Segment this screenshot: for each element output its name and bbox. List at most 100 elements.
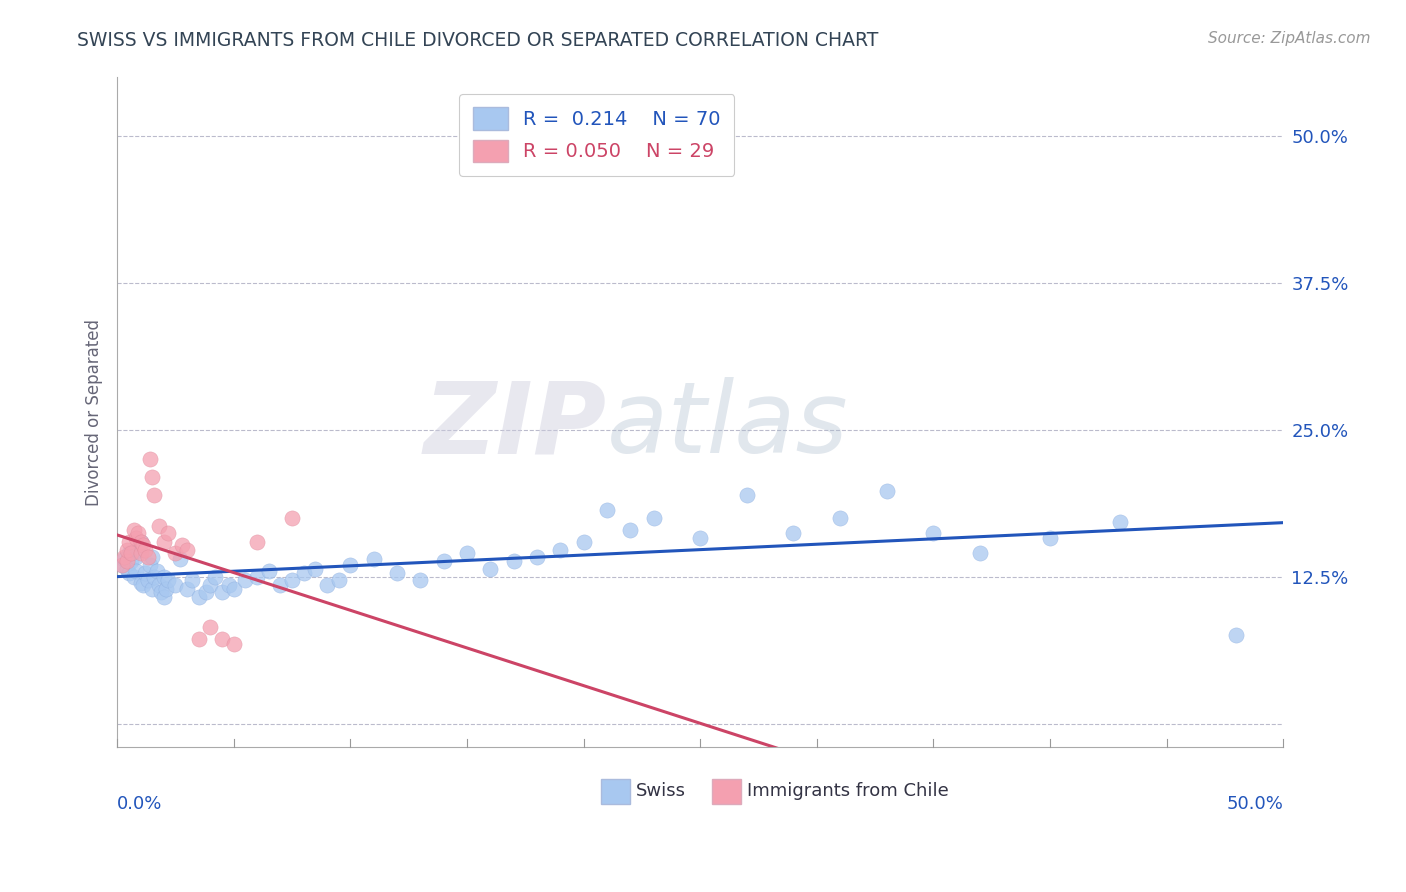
Point [125,564,148,578]
Point [111,558,134,572]
Point [409,574,432,588]
Text: ZIP: ZIP [423,377,607,475]
Point [157,526,180,541]
Point [112,549,135,564]
Point [125,531,148,545]
Point [292,566,315,581]
Point [235,574,257,588]
Point [922,526,945,541]
Text: atlas: atlas [607,377,848,475]
Point [596,503,619,517]
Point [222,637,245,651]
Point [194,585,217,599]
Point [150,585,173,599]
Point [1109,515,1132,529]
FancyBboxPatch shape [600,779,630,804]
Point [246,534,269,549]
Point [134,542,156,557]
Text: Source: ZipAtlas.com: Source: ZipAtlas.com [1208,31,1371,46]
Point [129,575,152,590]
Point [689,531,711,545]
Point [118,546,141,560]
Point [969,546,991,560]
Point [187,590,209,604]
Point [200,578,222,592]
Point [1039,531,1062,545]
Point [211,632,233,646]
Point [218,578,240,592]
Point [165,578,187,592]
Point [112,552,135,566]
Text: SWISS VS IMMIGRANTS FROM CHILE DIVORCED OR SEPARATED CORRELATION CHART: SWISS VS IMMIGRANTS FROM CHILE DIVORCED … [77,31,879,50]
Point [155,582,177,596]
Point [141,549,163,564]
Point [148,578,170,592]
Point [304,561,326,575]
Point [204,570,226,584]
Point [148,519,170,533]
Point [328,574,350,588]
Point [200,620,222,634]
Text: 50.0%: 50.0% [1226,796,1284,814]
Point [118,566,141,581]
Point [828,511,851,525]
Point [127,542,149,557]
Y-axis label: Divorced or Separated: Divorced or Separated [86,318,103,506]
Point [153,590,176,604]
Point [222,582,245,596]
Point [433,554,456,568]
Point [187,632,209,646]
Point [120,554,142,568]
Point [363,552,385,566]
Point [735,487,758,501]
Point [572,534,595,549]
Point [456,546,478,560]
Point [143,570,166,584]
Point [129,534,152,549]
Point [129,534,152,549]
Point [143,487,166,501]
Point [782,526,804,541]
Point [548,542,571,557]
Point [134,566,156,581]
Point [157,574,180,588]
Point [153,534,176,549]
Point [165,546,187,560]
Point [141,582,163,596]
Point [115,561,138,575]
Point [132,538,155,552]
Point [118,534,141,549]
Point [876,483,898,498]
Point [141,470,163,484]
Point [526,549,548,564]
Point [502,554,524,568]
Point [169,552,191,566]
Text: 0.0%: 0.0% [117,796,163,814]
Point [122,570,145,584]
Legend: R =  0.214    N = 70, R = 0.050    N = 29: R = 0.214 N = 70, R = 0.050 N = 29 [460,94,734,176]
Point [619,523,641,537]
Point [281,511,304,525]
Point [643,511,665,525]
Point [125,549,148,564]
Point [136,549,159,564]
Point [132,578,155,592]
Point [136,574,159,588]
FancyBboxPatch shape [711,779,741,804]
Point [1225,628,1247,642]
Point [176,542,198,557]
Point [176,582,198,596]
Point [339,558,361,572]
Point [139,452,162,467]
Point [139,558,162,572]
Point [115,554,138,568]
Point [269,578,291,592]
Point [153,570,176,584]
Point [172,538,194,552]
Point [479,561,502,575]
Point [129,546,152,560]
Point [180,574,202,588]
Point [281,574,304,588]
Point [257,564,280,578]
Point [127,526,149,541]
